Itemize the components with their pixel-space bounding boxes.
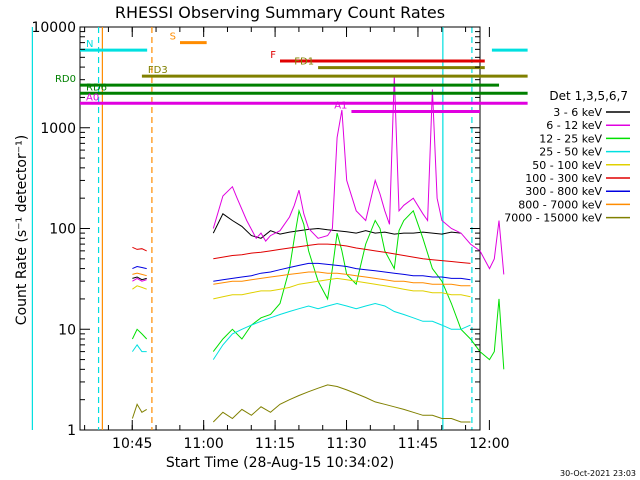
series-line-5-segment-0 <box>132 246 147 252</box>
flag-label-RD0: RD0 <box>55 74 76 85</box>
legend-label-6: 300 - 800 keV <box>525 185 602 198</box>
x-axis-ticks: 10:45 11:00 11:15 11:30 11:45 12:00 <box>84 27 510 452</box>
chart-title: RHESSI Observing Summary Count Rates <box>115 3 445 22</box>
series-line-1-segment-1 <box>212 75 505 275</box>
flag-label-A0: A0 <box>86 92 99 103</box>
x-tick-label-2: 11:15 <box>255 436 295 452</box>
x-axis-label: Start Time (28-Aug-15 10:34:02) <box>166 455 394 471</box>
legend-title: Det 1,3,5,6,7 <box>549 89 628 103</box>
series-line-1-segment-0 <box>132 277 147 282</box>
footer-timestamp: 30-Oct-2021 23:03 <box>560 469 636 478</box>
series-line-7-segment-0 <box>132 272 147 277</box>
x-tick-label-5: 12:00 <box>469 436 509 452</box>
series-line-0-segment-0 <box>132 276 147 281</box>
series-line-2-segment-1 <box>212 208 505 370</box>
x-tick-label-3: 11:30 <box>326 436 366 452</box>
x-tick-label-0: 10:45 <box>112 436 152 452</box>
series-line-8-segment-1 <box>212 384 471 423</box>
y-tick-label-2: 100 <box>49 222 76 238</box>
legend-label-7: 800 - 7000 keV <box>518 198 602 211</box>
x-tick-label-1: 11:00 <box>183 436 223 452</box>
series-line-5-segment-1 <box>213 243 471 264</box>
flag-label-S: S <box>170 32 176 43</box>
y-tick-label-1: 10 <box>58 322 76 338</box>
legend-label-4: 50 - 100 keV <box>532 159 602 172</box>
flag-label-F: F <box>270 50 276 61</box>
y-tick-label-4: 10000 <box>31 20 76 36</box>
series-lines <box>131 75 505 423</box>
flag-label-N: N <box>86 39 93 50</box>
series-line-8-segment-0 <box>131 403 147 419</box>
legend-label-1: 6 - 12 keV <box>546 119 602 132</box>
y-tick-label-0: 1 <box>67 423 76 439</box>
series-line-2-segment-0 <box>131 328 148 340</box>
series-line-0-segment-1 <box>212 213 462 239</box>
y-axis-label: Count Rate (s⁻¹ detector⁻¹) <box>14 135 30 325</box>
y-tick-label-3: 1000 <box>40 121 76 137</box>
flag-label-RD6: RD6 <box>86 82 107 93</box>
legend-label-8: 7000 - 15000 keV <box>504 212 602 225</box>
series-line-4-segment-1 <box>213 277 471 300</box>
series-line-3-segment-0 <box>131 344 147 353</box>
legend-label-2: 12 - 25 keV <box>539 132 602 145</box>
flag-label-A1: A1 <box>334 100 347 111</box>
x-tick-label-4: 11:45 <box>398 436 438 452</box>
legend-label-5: 100 - 300 keV <box>525 172 602 185</box>
series-line-6-segment-0 <box>132 265 147 270</box>
series-line-3-segment-1 <box>212 302 471 360</box>
series-line-6-segment-1 <box>213 262 471 282</box>
legend-label-3: 25 - 50 keV <box>539 146 602 159</box>
series-line-7-segment-1 <box>213 271 471 287</box>
series-line-4-segment-0 <box>132 285 147 290</box>
y-axis-ticks: 1 10 100 1000 10000 <box>31 20 480 439</box>
flag-label-FD3: FD3 <box>148 65 168 76</box>
flag-label-FD1: FD1 <box>294 57 314 68</box>
legend-label-0: 3 - 6 keV <box>553 106 602 119</box>
